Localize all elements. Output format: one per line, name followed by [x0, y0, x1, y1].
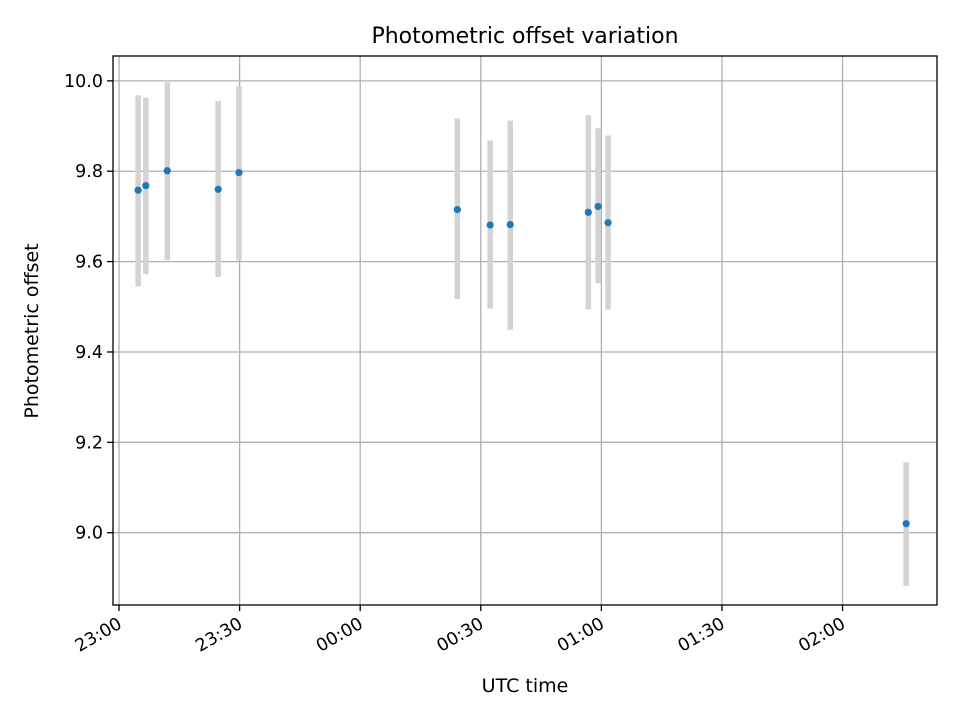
data-point [214, 185, 222, 193]
data-point [506, 220, 514, 229]
data-point [142, 182, 150, 190]
y-axis-label: Photometric offset [21, 243, 43, 418]
y-tick-label: 9.8 [75, 162, 103, 182]
data-point [902, 520, 910, 528]
data-point [134, 186, 142, 194]
data-points [134, 167, 910, 528]
y-tick-label: 9.2 [75, 433, 103, 453]
data-point [163, 167, 171, 175]
y-tick-label: 9.4 [75, 343, 103, 363]
x-axis-label: UTC time [482, 675, 569, 697]
y-tick-label: 10.0 [64, 72, 103, 92]
data-point [453, 206, 461, 214]
y-tick-label: 9.0 [75, 524, 103, 544]
data-point [594, 202, 602, 211]
data-point [584, 208, 592, 216]
grid [113, 56, 937, 605]
data-point [486, 221, 494, 229]
y-tick-label: 9.6 [75, 253, 103, 273]
chart-title: Photometric offset variation [371, 24, 678, 49]
plot-frame [112, 55, 938, 606]
data-point [604, 219, 612, 227]
data-point [235, 168, 243, 177]
